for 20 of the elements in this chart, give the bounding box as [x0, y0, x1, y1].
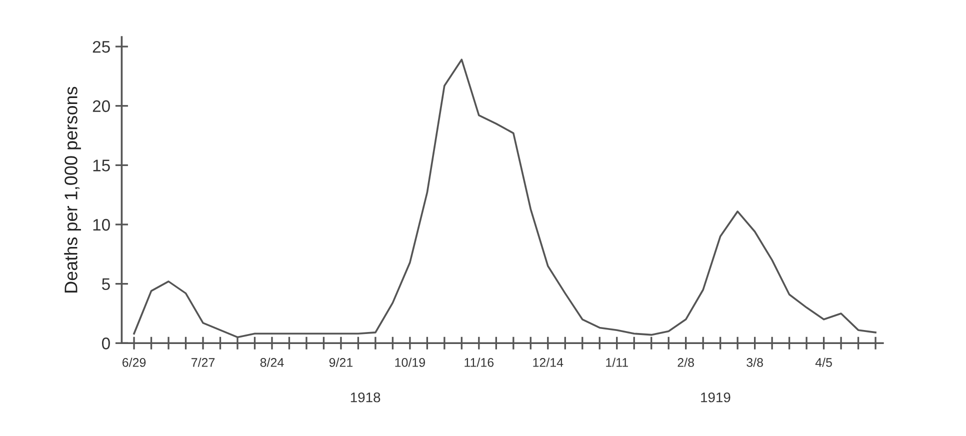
- x-tick-label: 10/19: [395, 358, 425, 367]
- x-tick-label: 7/27: [191, 358, 215, 367]
- x-tick-label: 2/8: [678, 358, 694, 367]
- y-tick-label: 20: [92, 100, 110, 112]
- x-tick-label: 8/24: [260, 358, 284, 367]
- text: 1918: [350, 392, 380, 402]
- y-tick-label: 10: [93, 218, 110, 231]
- y-tick-label: 15: [93, 160, 110, 172]
- x-tick-label: 6/29: [122, 358, 146, 367]
- x-tick-label: 9/21: [329, 358, 353, 367]
- text: 1919: [701, 392, 730, 402]
- x-tick-label: 11/16: [464, 358, 494, 367]
- x-tick-label: 1/11: [606, 358, 628, 367]
- x-tick-label: 3/8: [746, 358, 763, 367]
- y-tick-label: 5: [102, 278, 110, 290]
- y-tick-label: 0: [102, 338, 110, 350]
- y-tick-label: 25: [92, 40, 110, 53]
- y-axis-title: Deaths per 1,000 persons: [64, 86, 81, 292]
- x-tick-label: 4/5: [815, 358, 832, 367]
- x-tick-label: 12/14: [533, 358, 564, 367]
